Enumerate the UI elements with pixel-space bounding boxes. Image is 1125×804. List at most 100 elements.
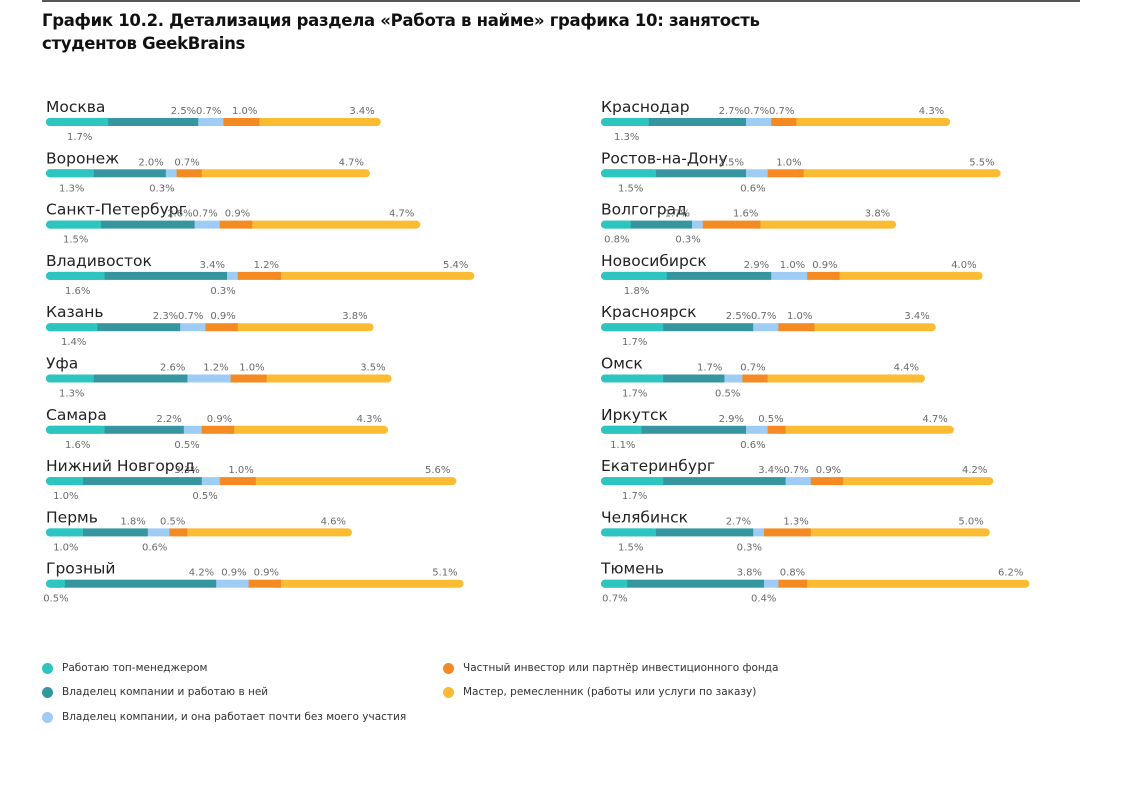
value-label-top-manager: 0.8% [604,235,629,246]
value-label-owner-working: 3.4% [758,465,783,476]
value-label-owner-working: 2.9% [719,414,744,425]
value-label-owner-working: 2.2% [156,414,181,425]
value-label-owner-passive: 0.3% [149,183,174,194]
value-label-top-manager: 1.7% [67,132,92,143]
bar-segment-owner-passive [164,169,177,178]
bar-segment-master [776,425,954,434]
bar-value-labels: 1.0% 1.8% 0.6% 0.5% 4.6% [53,516,346,553]
bar-segments [601,271,983,280]
legend-item-owner-working: Владелец компании и работаю в ней [42,684,268,700]
legend-swatch [42,662,53,674]
bar-segment-master [257,374,392,383]
bar-value-labels: 1.3% 2.6% 1.2% 1.0% 3.5% [59,363,386,400]
top-rule [42,0,1080,2]
bar-segment-investor [247,579,281,588]
value-label-top-manager: 0.5% [43,594,68,605]
bar-segment-top-manager-body [50,477,83,486]
value-label-owner-passive: 1.2% [203,363,228,374]
bar-segment-owner-passive [200,477,220,486]
value-label-owner-passive: 0.3% [675,235,700,246]
value-label-owner-working: 2.6% [167,209,192,220]
bar-segment-owner-working [662,323,754,332]
value-label-investor: 0.9% [210,311,235,322]
value-label-master: 4.6% [321,516,346,527]
bar-value-labels: 1.5% 2.6% 0.7% 0.9% 4.7% [63,209,414,246]
bar-segment-top-manager-body [50,169,94,178]
bar-segment-top-manager-body [605,323,664,332]
bar-segment-top-manager-body [50,374,94,383]
bar-segment-top-manager-body [50,118,109,126]
bar-segment-owner-passive [784,477,811,486]
bar-segment-investor [777,323,815,332]
bar-segment-owner-passive [723,374,743,383]
bar-value-labels: 1.6% 3.4% 0.3% 1.2% 5.4% [65,260,468,297]
bar-segment-top-manager-body [50,425,105,434]
value-label-investor: 0.5% [160,516,185,527]
bar-segment-owner-working [655,169,746,178]
bar-segment-master [272,579,464,588]
legend-swatch [443,662,454,674]
value-label-owner-working: 2.7% [726,516,751,527]
bar-segment-top-manager-body [605,579,628,588]
bar-segments [601,477,994,486]
bar-segment-master [798,579,1030,588]
bar-value-labels: 1.4% 2.3% 0.7% 0.9% 3.8% [61,311,368,348]
bar-segment-master [250,118,381,126]
bar-segment-start-cap [601,579,609,588]
value-label-owner-passive: 0.7% [751,311,776,322]
bar-row: Омск 1.7% 1.7% 0.5% 0.7% 4.4% [601,355,925,400]
bar-segment-investor [222,118,260,126]
bar-segment-master [758,374,925,383]
bar-value-labels: 1.5% 2.5% 0.6% 1.0% 5.5% [618,157,995,194]
bar-row: Новосибирск 1.8% 2.9% 1.0% 0.9% 4.0% [601,252,983,297]
value-label-top-manager: 1.5% [618,542,643,553]
legend-item-master: Мастер, ремесленник (работы или услуги п… [443,684,756,700]
bar-value-labels: 1.7% 2.5% 0.7% 1.0% 3.4% [622,311,930,348]
bar-segment-owner-working [107,118,199,126]
bar-segment-start-cap [46,271,54,280]
bar-row: Самара 1.6% 2.2% 0.5% 0.9% 4.3% [46,406,388,451]
legend-label: Владелец компании, и она работает почти … [62,711,407,723]
value-label-owner-passive: 0.4% [751,594,776,605]
value-label-owner-working: 3.4% [200,260,225,271]
bar-row: Владивосток 1.6% 3.4% 0.3% 1.2% 5.4% [46,252,475,297]
value-label-investor: 0.9% [254,568,279,579]
bar-segment-owner-passive [763,579,779,588]
value-label-master: 3.4% [349,106,374,117]
value-label-investor: 0.5% [758,414,783,425]
bar-segment-master [272,271,475,280]
value-label-top-manager: 1.1% [610,440,635,451]
value-label-master: 4.7% [339,157,364,168]
city-label: Воронеж [46,149,119,167]
bar-value-labels: 1.7% 1.7% 0.5% 0.7% 4.4% [622,363,919,400]
value-label-master: 3.8% [865,209,890,220]
city-label: Уфа [46,355,78,373]
value-label-owner-passive: 0.7% [744,106,769,117]
bar-segment-owner-working [103,271,227,280]
bar-value-labels: 1.8% 2.9% 1.0% 0.9% 4.0% [624,260,977,297]
city-label: Красноярск [601,303,697,321]
bar-segment-start-cap [601,477,609,486]
bar-segment-top-manager-body [605,374,664,383]
bar-value-labels: 1.5% 2.7% 0.3% 1.3% 5.0% [618,516,984,553]
value-label-investor: 1.0% [239,363,264,374]
bar-row: Воронеж 1.3% 2.0% 0.3% 0.7% 4.7% [46,149,370,194]
value-label-owner-working: 3.3% [174,465,199,476]
bar-segments [46,323,374,332]
value-label-owner-passive: 0.3% [737,542,762,553]
bar-value-labels: 1.3%2.7% 0.7% 0.7% 4.3% [614,106,944,143]
stacked-bar-chart: Москва 1.7%2.5% 0.7% 1.0% 3.4% Воронеж1.3%2.0… [43,98,1030,605]
city-label: Москва [46,98,105,116]
value-label-owner-passive: 0.6% [740,183,765,194]
value-label-owner-passive: 0.7% [192,209,217,220]
bar-segment-investor [763,528,811,537]
bar-segment-owner-working [626,579,764,588]
bar-segments [46,477,457,486]
bar-segment-start-cap [46,374,54,383]
bar-segment-start-cap [46,579,54,588]
bar-row: Уфа 1.3% 2.6% 1.2% 1.0% 3.5% [46,355,392,400]
bar-segment-owner-passive [215,579,249,588]
bar-segment-owner-working [640,425,746,434]
bar-segment-investor [701,220,761,229]
bar-segments [601,323,936,332]
